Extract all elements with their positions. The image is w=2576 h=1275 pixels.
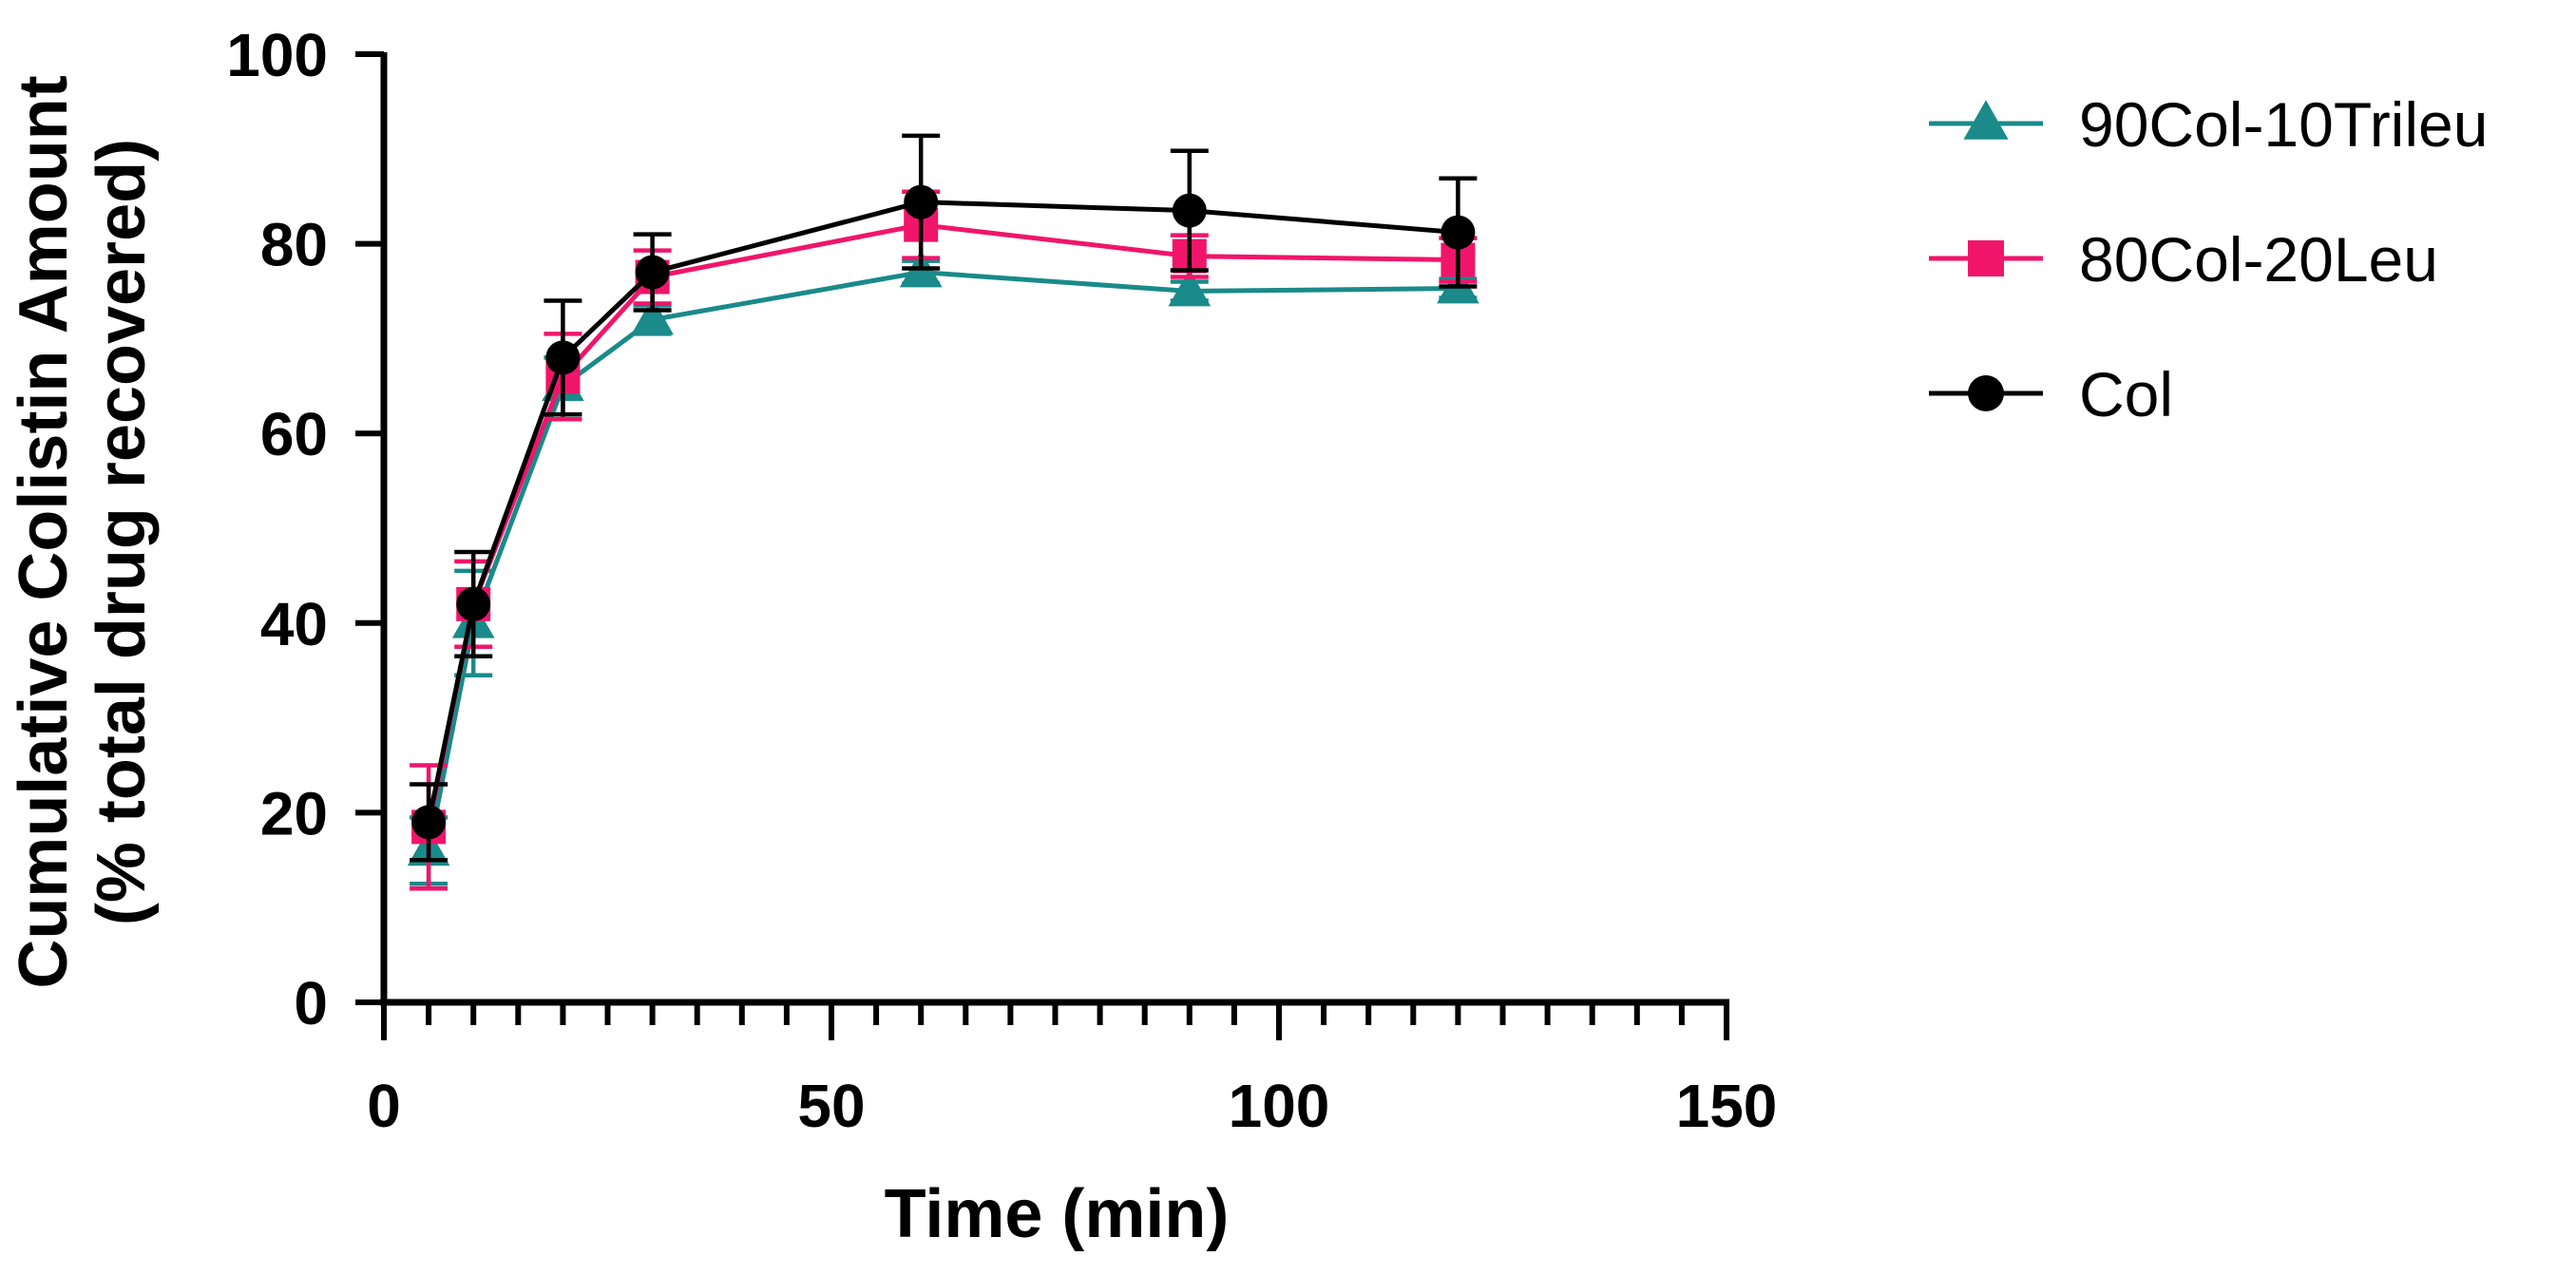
- data-point: [411, 805, 447, 840]
- data-point: [904, 184, 939, 219]
- x-tick-label: 50: [797, 1072, 865, 1140]
- data-point: [545, 340, 581, 375]
- x-tick-label: 150: [1676, 1072, 1778, 1140]
- y-tick-label: 20: [260, 779, 328, 847]
- legend-item: 80Col-20Leu: [1929, 224, 2438, 295]
- y-tick-label: 100: [226, 21, 328, 89]
- legend: 90Col-10Trileu 80Col-20Leu Col: [1929, 89, 2488, 429]
- y-tick-label: 80: [260, 211, 328, 279]
- x-axis-title: Time (min): [885, 1176, 1230, 1252]
- y-tick-label: 40: [260, 590, 328, 658]
- y-axis-title-line-2: (% total drug recovered): [84, 139, 160, 925]
- y-tick-label: 60: [260, 400, 328, 468]
- legend-item: Col: [1929, 359, 2173, 429]
- y-axis-title-line-1: Cumulative Colistin Amount: [6, 75, 82, 988]
- y-ticks: 0 20 40 60 80 100: [226, 21, 384, 1037]
- legend-label: 90Col-10Trileu: [2079, 89, 2488, 160]
- data-point: [1172, 193, 1207, 228]
- legend-item: 90Col-10Trileu: [1929, 89, 2488, 160]
- y-axis-title: Cumulative Colistin Amount (% total drug…: [6, 75, 160, 988]
- legend-marker-triangle: [1963, 100, 2009, 140]
- data-point: [631, 297, 674, 335]
- axes: 0 20 40 60 80 100 0 50 100 150: [226, 21, 1777, 1140]
- series-line: [426, 200, 1459, 823]
- legend-marker-square: [1968, 240, 2004, 276]
- x-ticks: 0 50 100 150: [367, 1002, 1777, 1140]
- legend-label: Col: [2079, 359, 2173, 429]
- y-tick-label: 0: [294, 969, 328, 1037]
- x-tick-label: 0: [367, 1072, 401, 1140]
- plot-series: [407, 133, 1479, 891]
- x-tick-label: 100: [1229, 1072, 1330, 1140]
- data-point: [1168, 269, 1212, 307]
- legend-marker-circle: [1968, 375, 2004, 411]
- data-point: [456, 586, 491, 621]
- series-col: [410, 133, 1478, 863]
- data-point: [635, 255, 670, 290]
- series-line: [426, 270, 1459, 851]
- legend-label: 80Col-20Leu: [2079, 224, 2438, 295]
- series-line: [426, 222, 1459, 828]
- data-point: [1441, 215, 1476, 250]
- series-80col-20leu: [410, 189, 1478, 891]
